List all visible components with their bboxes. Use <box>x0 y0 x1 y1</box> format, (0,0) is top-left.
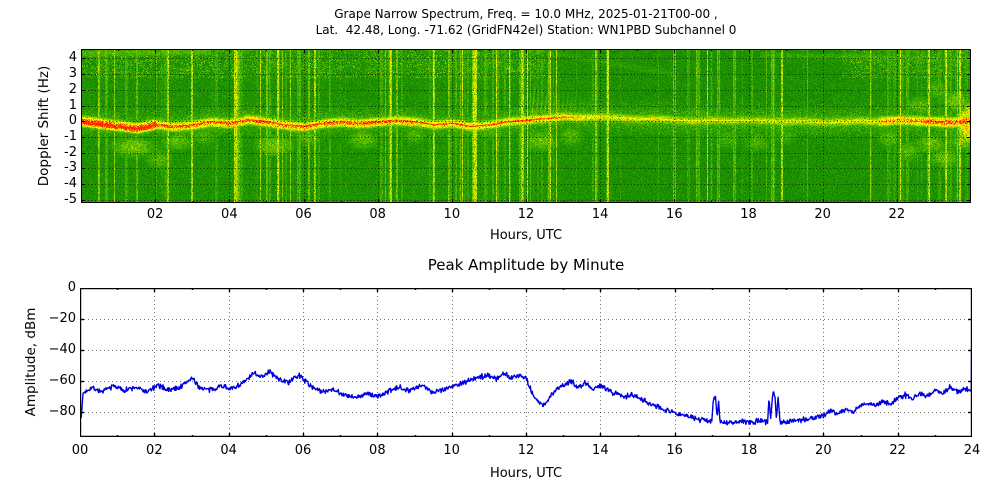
tick-label: −40 <box>48 342 76 357</box>
spectrogram-title-line1: Grape Narrow Spectrum, Freq. = 10.0 MHz,… <box>334 7 718 21</box>
tick-label: 0 <box>68 113 77 129</box>
tick-label: 0 <box>67 280 76 295</box>
tick-label: −20 <box>48 311 76 326</box>
amplitude-plot <box>80 288 972 437</box>
tick-label: -3 <box>64 160 77 176</box>
spectrogram-plot <box>81 49 971 203</box>
tick-label: -2 <box>64 144 77 160</box>
tick-label: 06 <box>295 207 312 222</box>
tick-label: -5 <box>64 191 77 207</box>
tick-label: 10 <box>443 443 460 458</box>
tick-label: 10 <box>443 207 461 222</box>
tick-label: 02 <box>146 443 163 458</box>
amplitude-xlabel: Hours, UTC <box>489 466 563 481</box>
tick-label: 16 <box>666 207 683 222</box>
tick-label: 18 <box>740 443 758 458</box>
tick-label: 22 <box>888 207 906 222</box>
tick-label: 2 <box>68 81 77 97</box>
tick-label: 02 <box>146 207 164 222</box>
tick-label: 08 <box>369 207 386 222</box>
tick-label: 12 <box>517 443 535 458</box>
tick-label: 20 <box>814 207 831 222</box>
tick-label: 20 <box>815 443 832 458</box>
amplitude-title: Peak Amplitude by Minute <box>427 256 625 274</box>
tick-label: −80 <box>48 404 76 419</box>
tick-label: 3 <box>68 66 77 82</box>
tick-label: 24 <box>963 443 981 458</box>
tick-label: 22 <box>889 443 906 458</box>
tick-label: -1 <box>64 129 77 144</box>
tick-label: 04 <box>221 207 238 222</box>
tick-label: 00 <box>71 443 89 458</box>
tick-label: 14 <box>592 443 609 458</box>
amplitude-ylabel: Amplitude, dBm <box>23 307 39 417</box>
tick-label: 06 <box>294 443 312 458</box>
tick-label: 18 <box>740 207 757 222</box>
tick-label: 1 <box>68 97 77 113</box>
spectrogram-ylabel: Doppler Shift (Hz) <box>36 65 52 187</box>
spectrogram-xlabel: Hours, UTC <box>489 228 563 243</box>
tick-label: 4 <box>68 50 77 66</box>
tick-label: 12 <box>517 207 535 222</box>
tick-label: 08 <box>369 443 386 458</box>
tick-label: -4 <box>64 176 77 192</box>
tick-label: 14 <box>591 207 609 222</box>
spectrogram-title-line2: Lat. 42.48, Long. -71.62 (GridFN42el) St… <box>315 23 737 37</box>
tick-label: 16 <box>666 443 683 458</box>
tick-label: 04 <box>220 443 237 458</box>
tick-label: −60 <box>48 373 76 388</box>
